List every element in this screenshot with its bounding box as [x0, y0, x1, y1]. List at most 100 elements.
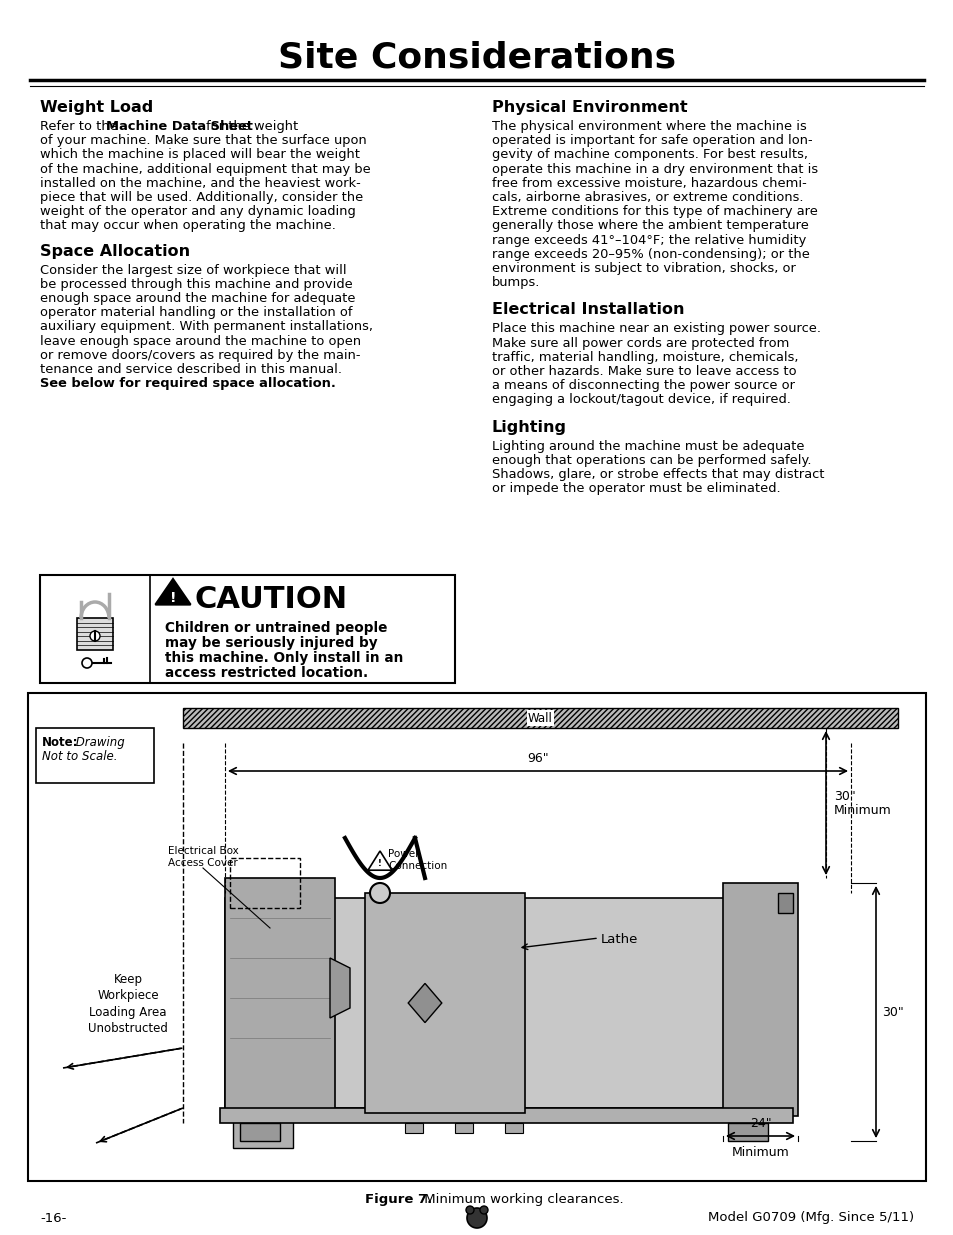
Text: Space Allocation: Space Allocation	[40, 243, 190, 258]
Text: Lighting around the machine must be adequate: Lighting around the machine must be adeq…	[492, 440, 803, 452]
Bar	[722, 883, 797, 1116]
Bar	[727, 1123, 767, 1141]
Bar	[230, 858, 299, 908]
Text: Lighting: Lighting	[492, 420, 566, 435]
Text: for the weight: for the weight	[202, 120, 298, 133]
Text: Consider the largest size of workpiece that will: Consider the largest size of workpiece t…	[40, 263, 346, 277]
Text: bumps.: bumps.	[492, 277, 539, 289]
Text: engaging a lockout/tagout device, if required.: engaging a lockout/tagout device, if req…	[492, 394, 790, 406]
Text: See below for required space allocation.: See below for required space allocation.	[40, 377, 335, 390]
Text: enough that operations can be performed safely.: enough that operations can be performed …	[492, 453, 811, 467]
Bar	[36, 727, 153, 783]
Circle shape	[90, 631, 100, 641]
Circle shape	[82, 658, 91, 668]
Text: !: !	[170, 592, 176, 605]
Text: cals, airborne abrasives, or extreme conditions.: cals, airborne abrasives, or extreme con…	[492, 191, 802, 204]
Text: Note:: Note:	[42, 736, 78, 748]
Bar	[504, 1123, 522, 1132]
Text: Minimum: Minimum	[731, 1146, 788, 1158]
Text: Children or untrained people: Children or untrained people	[165, 621, 387, 635]
Bar	[365, 893, 524, 1113]
Text: range exceeds 41°–104°F; the relative humidity: range exceeds 41°–104°F; the relative hu…	[492, 233, 805, 247]
Text: be processed through this machine and provide: be processed through this machine and pr…	[40, 278, 353, 290]
Text: 30": 30"	[882, 1005, 902, 1019]
Bar	[405, 1123, 422, 1132]
Text: Keep
Workpiece
Loading Area
Unobstructed: Keep Workpiece Loading Area Unobstructed	[88, 973, 168, 1035]
Text: environment is subject to vibration, shocks, or: environment is subject to vibration, sho…	[492, 262, 795, 275]
Text: -16-: -16-	[40, 1212, 67, 1224]
Bar	[77, 618, 112, 650]
Text: weight of the operator and any dynamic loading: weight of the operator and any dynamic l…	[40, 205, 355, 219]
Text: Shadows, glare, or strobe effects that may distract: Shadows, glare, or strobe effects that m…	[492, 468, 823, 480]
Text: 30": 30"	[833, 790, 855, 804]
Text: or other hazards. Make sure to leave access to: or other hazards. Make sure to leave acc…	[492, 366, 796, 378]
Polygon shape	[368, 851, 392, 871]
Text: gevity of machine components. For best results,: gevity of machine components. For best r…	[492, 148, 807, 162]
Text: Drawing: Drawing	[71, 736, 125, 748]
Text: auxiliary equipment. With permanent installations,: auxiliary equipment. With permanent inst…	[40, 320, 373, 333]
Polygon shape	[408, 983, 441, 1023]
Text: Site Considerations: Site Considerations	[277, 41, 676, 75]
Text: piece that will be used. Additionally, consider the: piece that will be used. Additionally, c…	[40, 191, 363, 204]
Text: operator material handling or the installation of: operator material handling or the instal…	[40, 306, 352, 319]
Bar	[183, 708, 897, 727]
Bar	[233, 1118, 293, 1149]
Text: Machine Data Sheet: Machine Data Sheet	[106, 120, 253, 133]
Text: free from excessive moisture, hazardous chemi-: free from excessive moisture, hazardous …	[492, 177, 806, 190]
Text: of your machine. Make sure that the surface upon: of your machine. Make sure that the surf…	[40, 135, 366, 147]
Text: Power
Connection: Power Connection	[388, 848, 447, 872]
Bar	[28, 693, 925, 1181]
Bar	[220, 1108, 792, 1123]
Text: 24": 24"	[749, 1116, 771, 1130]
Text: Minimum: Minimum	[833, 804, 891, 818]
Text: Physical Environment: Physical Environment	[492, 100, 687, 115]
Text: Refer to the: Refer to the	[40, 120, 122, 133]
Text: CAUTION: CAUTION	[194, 585, 348, 614]
Bar	[183, 708, 897, 727]
Text: this machine. Only install in an: this machine. Only install in an	[165, 651, 403, 664]
Text: Make sure all power cords are protected from: Make sure all power cords are protected …	[492, 337, 788, 350]
Bar	[455, 1123, 473, 1132]
Text: installed on the machine, and the heaviest work-: installed on the machine, and the heavie…	[40, 177, 360, 190]
Text: Lathe: Lathe	[600, 932, 638, 946]
Text: Not to Scale.: Not to Scale.	[42, 750, 117, 763]
Circle shape	[467, 1208, 486, 1228]
Text: operate this machine in a dry environment that is: operate this machine in a dry environmen…	[492, 163, 818, 175]
Text: which the machine is placed will bear the weight: which the machine is placed will bear th…	[40, 148, 359, 162]
Text: Place this machine near an existing power source.: Place this machine near an existing powe…	[492, 322, 821, 336]
Text: may be seriously injured by: may be seriously injured by	[165, 636, 377, 650]
Text: 96": 96"	[527, 752, 548, 764]
Text: !: !	[377, 860, 381, 868]
Text: that may occur when operating the machine.: that may occur when operating the machin…	[40, 220, 335, 232]
Text: Extreme conditions for this type of machinery are: Extreme conditions for this type of mach…	[492, 205, 817, 219]
Text: enough space around the machine for adequate: enough space around the machine for adeq…	[40, 291, 355, 305]
Circle shape	[479, 1207, 488, 1214]
Polygon shape	[155, 579, 191, 605]
Circle shape	[370, 883, 390, 903]
Text: of the machine, additional equipment that may be: of the machine, additional equipment tha…	[40, 163, 371, 175]
Text: range exceeds 20–95% (non-condensing); or the: range exceeds 20–95% (non-condensing); o…	[492, 248, 809, 261]
Text: Wall: Wall	[528, 711, 553, 725]
Text: The physical environment where the machine is: The physical environment where the machi…	[492, 120, 806, 133]
Text: tenance and service described in this manual.: tenance and service described in this ma…	[40, 363, 341, 375]
Polygon shape	[330, 958, 350, 1018]
Text: traffic, material handling, moisture, chemicals,: traffic, material handling, moisture, ch…	[492, 351, 798, 364]
Text: generally those where the ambient temperature: generally those where the ambient temper…	[492, 220, 808, 232]
Bar	[225, 878, 335, 1118]
Text: a means of disconnecting the power source or: a means of disconnecting the power sourc…	[492, 379, 794, 393]
Text: Model G0709 (Mfg. Since 5/11): Model G0709 (Mfg. Since 5/11)	[707, 1212, 913, 1224]
Bar	[40, 576, 455, 683]
Text: Minimum working clearances.: Minimum working clearances.	[419, 1193, 623, 1207]
Text: or remove doors/covers as required by the main-: or remove doors/covers as required by th…	[40, 348, 360, 362]
Text: leave enough space around the machine to open: leave enough space around the machine to…	[40, 335, 361, 347]
Text: Electrical Box
Access Cover: Electrical Box Access Cover	[168, 846, 238, 868]
Bar	[240, 1123, 280, 1141]
Circle shape	[465, 1207, 474, 1214]
Text: Electrical Installation: Electrical Installation	[492, 303, 684, 317]
Text: Weight Load: Weight Load	[40, 100, 153, 115]
Text: Figure 7.: Figure 7.	[365, 1193, 432, 1207]
Bar	[225, 898, 787, 1108]
Bar	[778, 893, 792, 913]
Text: access restricted location.: access restricted location.	[165, 666, 368, 680]
Text: or impede the operator must be eliminated.: or impede the operator must be eliminate…	[492, 482, 780, 495]
